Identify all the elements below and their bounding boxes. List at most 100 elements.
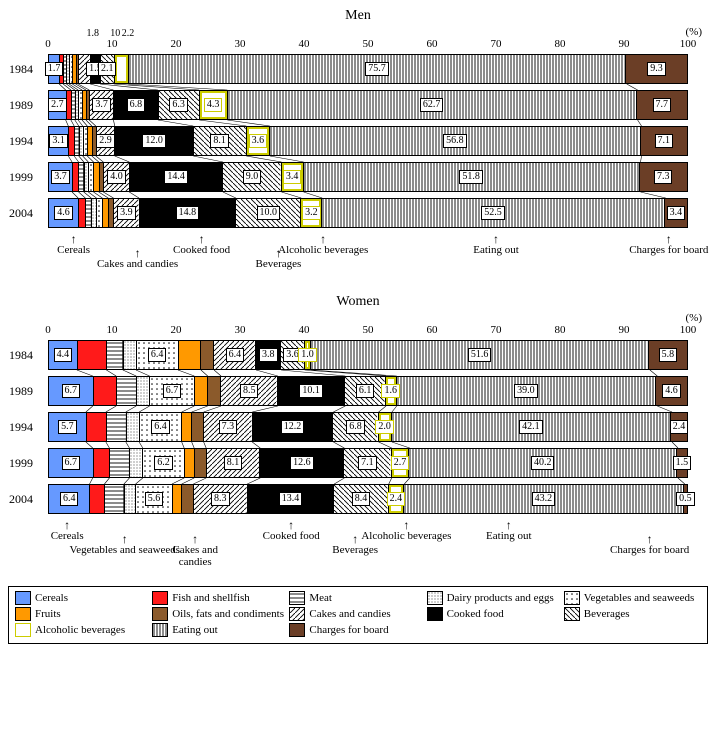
swatch	[289, 623, 305, 637]
seg-cereals: 6.7	[49, 377, 94, 405]
seg-value: 9.3	[647, 62, 666, 76]
legend-item-cereals: Cereals	[15, 591, 152, 605]
seg-oils	[192, 413, 204, 441]
seg-fish	[94, 449, 111, 477]
swatch	[427, 607, 443, 621]
top-label: 1.8	[87, 28, 100, 39]
legend-item-meat: Meat	[289, 591, 426, 605]
seg-value: 6.4	[226, 348, 245, 362]
chart-block-1: Women(%)010203040506070809010019844.46.4…	[8, 294, 708, 580]
legend-item-bev: Beverages	[564, 607, 701, 621]
seg-cakes: 7.3	[204, 413, 252, 441]
seg-value: 9.0	[243, 170, 262, 184]
seg-bev: 8.4	[334, 485, 388, 513]
tick-label: 90	[619, 324, 630, 336]
seg-oils	[201, 341, 214, 369]
bars-area: 1.8102.219841.71.52.175.79.319892.73.76.…	[48, 54, 688, 228]
arrow-icon: ↑	[173, 234, 230, 244]
legend: Cereals Fish and shellfish Meat Dairy produ…	[8, 586, 708, 644]
swatch	[564, 607, 580, 621]
annot-label: Charges for board	[629, 244, 708, 256]
seg-veg: 5.6	[136, 485, 172, 513]
seg-value: 2.7	[391, 456, 410, 470]
seg-alc: 3.2	[301, 199, 322, 227]
seg-board: 7.1	[641, 127, 687, 155]
legend-label: Vegetables and seaweeds	[584, 592, 695, 604]
seg-eat: 51.8	[304, 163, 640, 191]
seg-value: 2.7	[48, 98, 67, 112]
seg-value: 8.5	[240, 384, 259, 398]
arrow-icon: ↑	[629, 234, 708, 244]
seg-board: 0.5	[684, 485, 687, 513]
seg-board: 7.7	[637, 91, 687, 119]
annot-label: Alcoholic beverages	[278, 244, 368, 256]
tick-label: 30	[235, 324, 246, 336]
annot-label: Beverages	[255, 258, 301, 270]
year-label: 1989	[9, 377, 33, 405]
seg-dairy	[137, 377, 150, 405]
seg-value: 3.7	[92, 98, 111, 112]
seg-alc: 2.7	[392, 449, 410, 477]
tick-label: 60	[427, 324, 438, 336]
seg-board: 7.3	[640, 163, 687, 191]
swatch	[427, 591, 443, 605]
seg-value: 12.6	[290, 456, 314, 470]
seg-value: 2.4	[670, 420, 689, 434]
bar-row: 19844.46.46.43.83.61.051.65.8	[48, 340, 688, 370]
seg-board: 9.3	[626, 55, 687, 83]
seg-value: 43.2	[532, 492, 556, 506]
swatch	[564, 591, 580, 605]
seg-eat: 43.2	[404, 485, 684, 513]
seg-cooked: 10.1	[278, 377, 345, 405]
seg-alc: 4.3	[200, 91, 228, 119]
tick-label: 80	[555, 324, 566, 336]
chart-title: Men	[8, 8, 708, 24]
arrow-icon: ↑	[361, 520, 451, 530]
seg-value: 4.3	[204, 98, 223, 112]
seg-dairy	[130, 449, 143, 477]
annot-label: Vegetables and seaweeds	[70, 544, 181, 556]
seg-value: 62.7	[420, 98, 444, 112]
year-label: 2004	[9, 485, 33, 513]
legend-label: Fish and shellfish	[172, 592, 250, 604]
seg-alc: 2.4	[389, 485, 405, 513]
seg-cereals: 6.7	[49, 449, 94, 477]
top-label: 10	[110, 28, 120, 39]
seg-value: 6.4	[151, 420, 170, 434]
chart-title: Women	[8, 294, 708, 310]
seg-cereals: 5.7	[49, 413, 87, 441]
seg-value: 1.7	[45, 62, 64, 76]
seg-value: 6.2	[154, 456, 173, 470]
seg-bev: 2.1	[101, 55, 115, 83]
legend-label: Cereals	[35, 592, 68, 604]
seg-bev: 8.1	[194, 127, 247, 155]
seg-eat: 75.7	[129, 55, 626, 83]
seg-value: 42.1	[519, 420, 543, 434]
seg-value: 3.7	[51, 170, 70, 184]
seg-eat: 56.8	[270, 127, 641, 155]
seg-value: 4.4	[54, 348, 73, 362]
swatch	[289, 607, 305, 621]
seg-value: 6.4	[60, 492, 79, 506]
seg-board: 5.8	[649, 341, 687, 369]
seg-fruits	[173, 485, 183, 513]
legend-label: Beverages	[584, 608, 630, 620]
legend-label: Dairy products and eggs	[447, 592, 554, 604]
arrow-icon: ↑	[473, 234, 519, 244]
annotations: ↑Cereals↑Cakes and candies↑Cooked food↑B…	[48, 234, 688, 294]
swatch	[289, 591, 305, 605]
seg-value: 4.0	[107, 170, 126, 184]
legend-label: Fruits	[35, 608, 61, 620]
year-label: 1984	[9, 55, 33, 83]
seg-oils	[208, 377, 221, 405]
legend-item-eat: Eating out	[152, 623, 289, 637]
swatch	[152, 607, 168, 621]
seg-value: 1.0	[298, 348, 317, 362]
seg-board: 2.4	[671, 413, 687, 441]
seg-cakes: 3.7	[90, 91, 114, 119]
annot-label: Cakes andcandies	[172, 544, 218, 568]
arrow-icon: ↑	[263, 520, 320, 530]
legend-item-dairy: Dairy products and eggs	[427, 591, 564, 605]
seg-value: 4.6	[662, 384, 681, 398]
seg-value: 8.1	[210, 134, 229, 148]
